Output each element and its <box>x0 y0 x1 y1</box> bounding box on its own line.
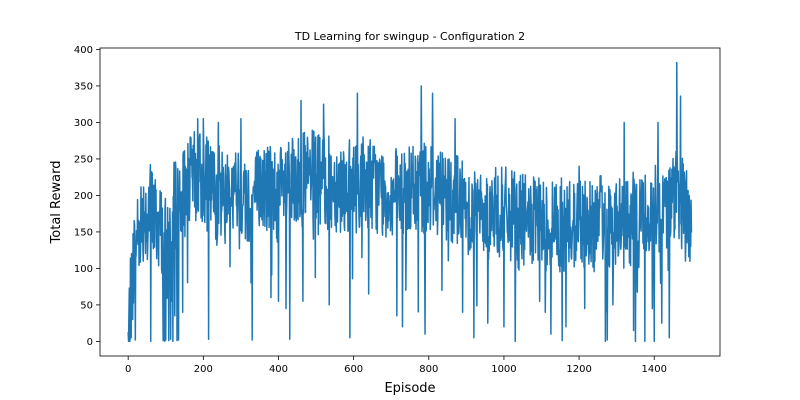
x-tick-label: 1000 <box>491 364 516 375</box>
x-axis-ticks: 0 200 400 600 800 1000 1200 1400 <box>125 356 667 375</box>
y-tick-label: 300 <box>74 118 93 129</box>
y-axis-label: Total Reward <box>49 161 64 245</box>
plot-frame <box>99 47 721 357</box>
x-tick-label: 600 <box>344 364 363 375</box>
x-tick-label: 0 <box>125 364 131 375</box>
reward-series-line <box>127 61 693 343</box>
y-tick-label: 200 <box>74 191 93 202</box>
y-tick-label: 250 <box>74 154 93 165</box>
y-tick-label: 50 <box>80 300 93 311</box>
plot-area <box>127 61 693 343</box>
y-tick-label: 150 <box>74 227 93 238</box>
y-tick-label: 0 <box>87 337 93 348</box>
x-tick-label: 200 <box>194 364 213 375</box>
y-tick-label: 400 <box>74 45 93 56</box>
x-axis-label: Episode <box>384 381 435 396</box>
chart-title: TD Learning for swingup - Configuration … <box>294 30 525 43</box>
y-tick-label: 100 <box>74 264 93 275</box>
y-axis-ticks: 0 50 100 150 200 250 300 350 400 <box>74 45 100 348</box>
x-tick-label: 800 <box>419 364 438 375</box>
x-tick-label: 1400 <box>642 364 667 375</box>
x-tick-label: 400 <box>269 364 288 375</box>
x-tick-label: 1200 <box>566 364 591 375</box>
y-tick-label: 350 <box>74 81 93 92</box>
